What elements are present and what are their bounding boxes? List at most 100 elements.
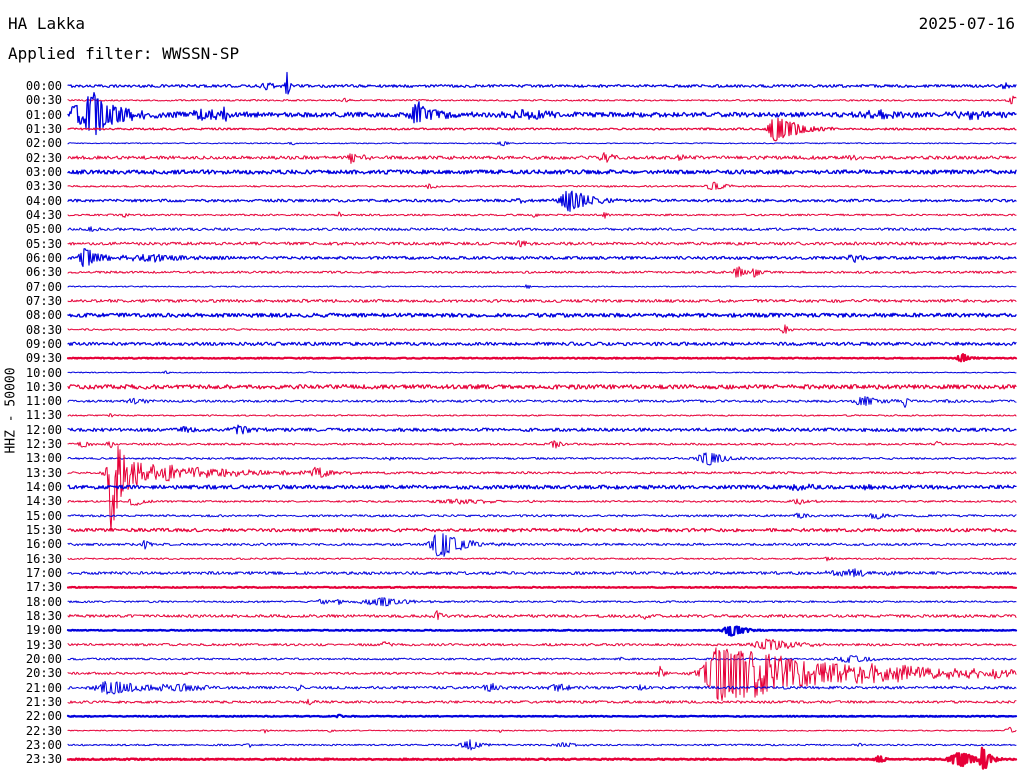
trace-row-0130 bbox=[67, 117, 1017, 142]
trace-row-0930 bbox=[66, 353, 1018, 363]
row-time-label: 18:30 bbox=[25, 609, 62, 624]
trace-row-1530 bbox=[67, 527, 1017, 533]
row-time-label: 05:30 bbox=[25, 236, 62, 251]
trace-row-0530 bbox=[67, 240, 1017, 248]
trace-row-1430 bbox=[67, 498, 1017, 506]
row-time-label: 03:30 bbox=[25, 179, 62, 194]
row-time-label: 11:30 bbox=[25, 408, 62, 423]
row-time-label: 01:00 bbox=[25, 107, 62, 122]
row-time-label: 22:30 bbox=[25, 723, 62, 738]
row-time-label: 09:30 bbox=[25, 351, 62, 366]
row-time-label: 21:00 bbox=[25, 680, 62, 695]
station-title: HA Lakka bbox=[8, 14, 86, 33]
row-time-label: 21:30 bbox=[25, 694, 62, 709]
row-time-label: 07:30 bbox=[25, 293, 62, 308]
trace-row-1500 bbox=[67, 512, 1017, 520]
row-time-label: 23:00 bbox=[25, 737, 62, 752]
trace-row-1030 bbox=[67, 384, 1017, 390]
trace-row-0700 bbox=[67, 284, 1017, 289]
trace-row-0300 bbox=[67, 169, 1017, 175]
applied-filter-label: Applied filter: WWSSN-SP bbox=[8, 44, 240, 63]
trace-row-0500 bbox=[67, 226, 1017, 232]
row-time-label: 04:00 bbox=[25, 193, 62, 208]
trace-row-2330 bbox=[66, 746, 1018, 770]
trace-row-1800 bbox=[67, 597, 1017, 607]
row-time-label: 10:30 bbox=[25, 379, 62, 394]
trace-row-1130 bbox=[67, 413, 1017, 418]
trace-row-1830 bbox=[67, 610, 1017, 621]
row-time-label: 03:00 bbox=[25, 164, 62, 179]
trace-row-2300 bbox=[67, 739, 1017, 751]
row-time-label: 14:00 bbox=[25, 480, 62, 495]
trace-row-0000 bbox=[67, 71, 1017, 95]
trace-row-2130 bbox=[67, 698, 1017, 706]
trace-row-0900 bbox=[67, 341, 1017, 347]
trace-row-1230 bbox=[67, 440, 1017, 449]
row-time-label: 19:30 bbox=[25, 637, 62, 652]
row-time-label: 02:00 bbox=[25, 136, 62, 151]
row-time-label: 20:30 bbox=[25, 666, 62, 681]
trace-row-0400 bbox=[67, 190, 1017, 212]
row-time-label: 10:00 bbox=[25, 365, 62, 380]
row-time-label: 13:30 bbox=[25, 465, 62, 480]
trace-row-2100 bbox=[67, 680, 1017, 695]
trace-row-0800 bbox=[67, 312, 1017, 318]
row-time-label: 13:00 bbox=[25, 451, 62, 466]
trace-row-0030 bbox=[67, 95, 1017, 105]
row-time-label: 15:00 bbox=[25, 508, 62, 523]
trace-row-0600 bbox=[67, 248, 1017, 268]
trace-row-1930 bbox=[67, 638, 1017, 651]
row-time-label: 06:30 bbox=[25, 265, 62, 280]
trace-row-0830 bbox=[67, 324, 1017, 334]
row-time-label: 14:30 bbox=[25, 494, 62, 509]
row-time-label: 04:30 bbox=[25, 207, 62, 222]
row-time-label: 20:00 bbox=[25, 652, 62, 666]
row-time-label: 01:30 bbox=[25, 121, 62, 136]
trace-row-1100 bbox=[67, 396, 1017, 408]
trace-row-1400 bbox=[67, 483, 1017, 492]
row-time-label: 00:00 bbox=[25, 79, 62, 93]
trace-row-0730 bbox=[67, 298, 1017, 303]
trace-row-1000 bbox=[67, 370, 1017, 375]
trace-row-0430 bbox=[67, 211, 1017, 219]
row-time-label: 17:30 bbox=[25, 580, 62, 595]
row-time-label: 12:30 bbox=[25, 437, 62, 452]
trace-row-0330 bbox=[67, 181, 1017, 190]
trace-row-1900 bbox=[66, 625, 1018, 637]
trace-row-0100 bbox=[67, 92, 1017, 136]
row-time-label: 05:00 bbox=[25, 222, 62, 237]
trace-row-2000 bbox=[67, 655, 1017, 664]
trace-row-1730 bbox=[66, 585, 1018, 589]
trace-row-1600 bbox=[67, 533, 1017, 557]
trace-row-0630 bbox=[67, 266, 1017, 278]
row-time-label: 23:30 bbox=[25, 752, 62, 767]
trace-row-0200 bbox=[67, 141, 1017, 147]
trace-row-2230 bbox=[67, 726, 1017, 734]
row-time-label: 12:00 bbox=[25, 422, 62, 437]
row-time-label: 18:00 bbox=[25, 594, 62, 609]
row-time-label: 00:30 bbox=[25, 93, 62, 108]
trace-row-1700 bbox=[67, 568, 1017, 578]
row-time-label: 08:00 bbox=[25, 308, 62, 323]
date-label: 2025-07-16 bbox=[918, 14, 1015, 33]
row-time-label: 02:30 bbox=[25, 150, 62, 165]
row-time-label: 17:00 bbox=[25, 566, 62, 581]
trace-row-0230 bbox=[67, 152, 1017, 164]
trace-row-1330 bbox=[67, 445, 1017, 532]
row-time-label: 16:00 bbox=[25, 537, 62, 552]
row-time-label: 11:00 bbox=[25, 394, 62, 409]
row-time-label: 08:30 bbox=[25, 322, 62, 337]
row-time-label: 22:00 bbox=[25, 709, 62, 724]
row-time-label: 19:00 bbox=[25, 623, 62, 638]
trace-row-2030 bbox=[67, 647, 1017, 701]
row-time-label: 09:00 bbox=[25, 336, 62, 351]
trace-row-1200 bbox=[67, 424, 1017, 435]
trace-row-1630 bbox=[67, 556, 1017, 562]
trace-row-1300 bbox=[67, 452, 1017, 466]
trace-row-2200 bbox=[66, 713, 1018, 719]
row-time-label: 06:00 bbox=[25, 250, 62, 265]
row-time-label: 07:00 bbox=[25, 279, 62, 294]
row-time-label: 16:30 bbox=[25, 551, 62, 566]
